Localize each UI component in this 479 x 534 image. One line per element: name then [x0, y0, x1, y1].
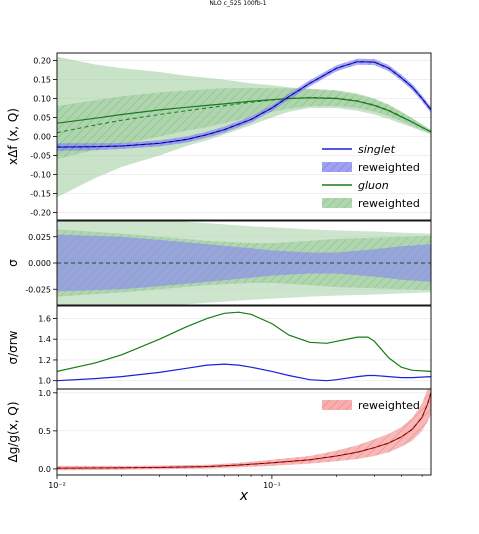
y-tick-label: -0.05 [30, 151, 51, 160]
y-tick-label: 0.025 [28, 233, 51, 242]
x-axis-label: x [239, 488, 249, 504]
y-tick-label: -0.025 [25, 285, 51, 294]
legend-swatch-hatch [322, 400, 352, 410]
y-axis-label: σ/σrw [6, 330, 20, 364]
y-tick-label: 1.2 [38, 356, 51, 365]
y-tick-label: 0.10 [33, 95, 51, 104]
legend-label: gluon [358, 179, 389, 192]
y-axis-label: σ [6, 259, 20, 267]
legend-swatch-hatch [322, 198, 352, 208]
y-tick-label: -0.15 [30, 189, 51, 198]
y-tick-label: 0.0 [38, 465, 51, 474]
ratio-singlet-line [57, 363, 431, 382]
y-tick-label: 1.0 [38, 377, 51, 386]
x-tick-label: 10⁻² [48, 481, 66, 490]
panel-frame [56, 220, 432, 306]
panel-body [57, 389, 431, 471]
panel-body [57, 56, 431, 198]
y-tick-label: 0.5 [38, 427, 51, 436]
y-tick-label: 1.0 [38, 389, 51, 398]
panel-body [57, 311, 431, 382]
panel-top: singlet reweighted gluon reweighted 0.20 0.15… [6, 52, 432, 221]
panel-ratio: 1.6 1.4 1.2 1.0 σ/σrw [6, 305, 432, 390]
x-tick-label: 10⁻¹ [263, 481, 281, 490]
singlet-reweighted-line [57, 61, 431, 148]
legend: reweighted [322, 399, 420, 412]
panel-frame [56, 388, 432, 476]
y-tick-label: 0.15 [33, 76, 51, 85]
panels: singlet reweighted gluon reweighted 0.20 0.15… [6, 52, 432, 504]
y-tick-label: 0.000 [28, 259, 51, 268]
delta-band [57, 389, 431, 471]
ratio-gluon-line [57, 311, 431, 372]
gluon-reweighted-line [57, 96, 431, 134]
panel-delta: reweighted 10⁻² 10⁻¹ x 1.0 0.5 0.0 Δg/g(x, Q) [6, 388, 432, 504]
y-tick-label: 1.6 [38, 314, 51, 323]
y-tick-label: 0.20 [33, 57, 51, 66]
delta-dashed-line [57, 392, 431, 469]
legend-label: reweighted [358, 161, 420, 174]
y-tick-label: 0.05 [33, 114, 51, 123]
y-tick-label: 0.00 [33, 133, 51, 142]
panel-body [57, 221, 431, 305]
sigma-band-2 [57, 234, 431, 292]
figure-title: NLO c_525 100fb-1 [209, 0, 266, 7]
panel-frame [56, 52, 432, 221]
y-tick-label: 1.4 [38, 335, 51, 344]
panel-sigma: 0.025 0.000 -0.025 σ [6, 220, 432, 306]
legend-swatch-hatch [322, 162, 352, 172]
legend-label: reweighted [358, 197, 420, 210]
y-axis-label: xΔf (x, Q) [6, 108, 20, 165]
y-axis-label: Δg/g(x, Q) [6, 401, 20, 462]
legend: singlet reweighted gluon reweighted [322, 143, 420, 210]
legend-label: singlet [358, 143, 396, 156]
delta-band-hatch [57, 389, 431, 471]
gluon-reweighted-hatch [57, 87, 431, 160]
y-tick-label: -0.20 [30, 208, 51, 217]
y-tick-label: -0.10 [30, 170, 51, 179]
legend-label: reweighted [358, 399, 420, 412]
